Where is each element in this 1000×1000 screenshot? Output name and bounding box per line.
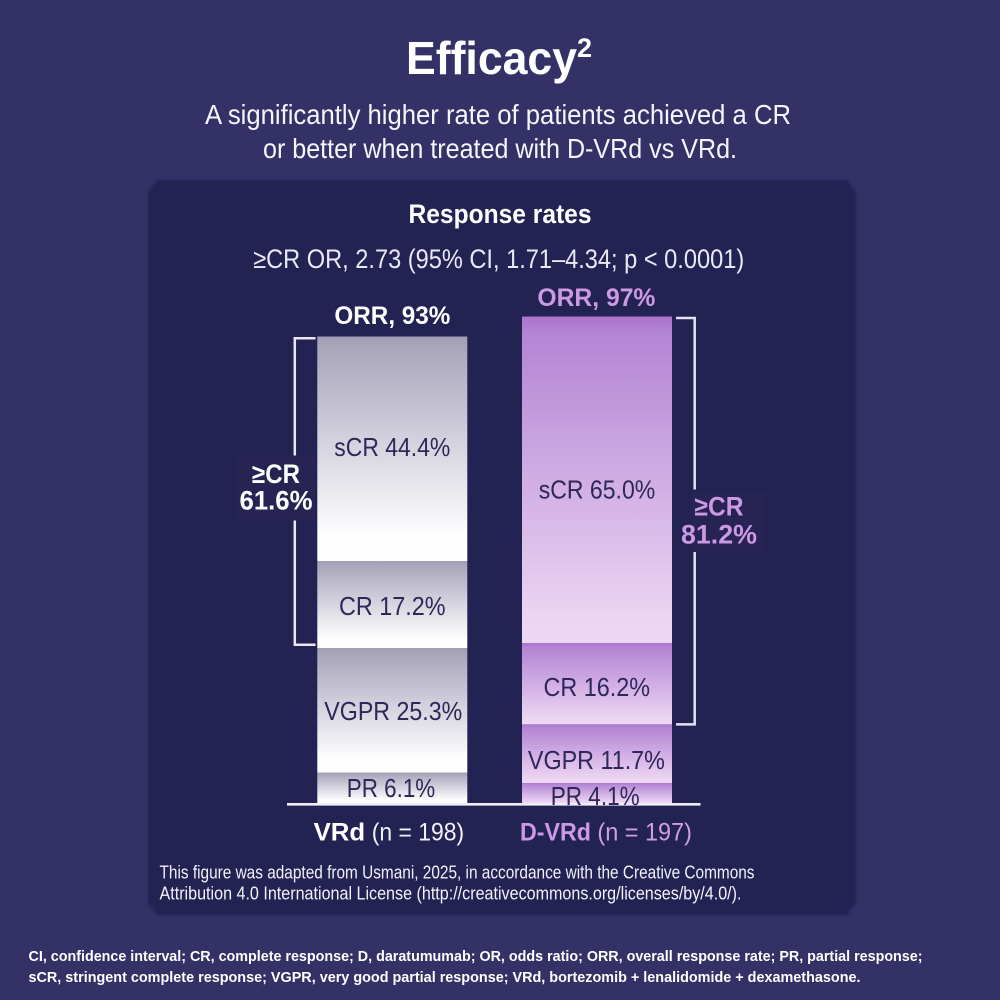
svg-text:ORR, 93%: ORR, 93% [334,302,450,330]
svg-text:D-VRd: D-VRd [520,819,591,847]
svg-text:CR 16.2%: CR 16.2% [544,672,651,702]
svg-text:≥CR: ≥CR [252,459,300,489]
svg-text:Response rates: Response rates [409,199,592,229]
svg-text:PR 6.1%: PR 6.1% [347,773,436,803]
svg-text:CI, confidence interval; CR, c: CI, confidence interval; CR, complete re… [29,949,923,965]
svg-text:61.6%: 61.6% [240,486,313,516]
svg-text:sCR 44.4%: sCR 44.4% [334,432,450,462]
svg-text:≥CR OR, 2.73 (95% CI, 1.71–4.3: ≥CR OR, 2.73 (95% CI, 1.71–4.34; p < 0.0… [253,244,744,274]
svg-text:≥CR: ≥CR [695,492,744,522]
svg-text:(n = 197): (n = 197) [597,819,692,847]
svg-text:A significantly higher rate of: A significantly higher rate of patients … [205,99,791,130]
svg-text:VGPR 25.3%: VGPR 25.3% [324,696,462,726]
svg-text:CR 17.2%: CR 17.2% [339,591,446,621]
svg-text:2: 2 [577,33,592,63]
svg-text:ORR, 97%: ORR, 97% [537,284,655,312]
svg-text:This figure was adapted from U: This figure was adapted from Usmani, 202… [160,863,755,883]
svg-text:or better when treated with D-: or better when treated with D-VRd vs VRd… [263,133,737,164]
svg-text:sCR, stringent complete respon: sCR, stringent complete response; VGPR, … [29,970,861,986]
svg-text:PR 4.1%: PR 4.1% [551,781,640,811]
svg-text:sCR 65.0%: sCR 65.0% [539,475,656,505]
svg-text:VRd: VRd [314,819,366,847]
svg-text:Efficacy: Efficacy [406,32,577,84]
svg-text:81.2%: 81.2% [681,520,757,550]
svg-text:VGPR 11.7%: VGPR 11.7% [528,745,665,775]
svg-text:Attribution 4.0 International: Attribution 4.0 International License (h… [160,884,742,904]
svg-text:(n = 198): (n = 198) [372,819,464,847]
